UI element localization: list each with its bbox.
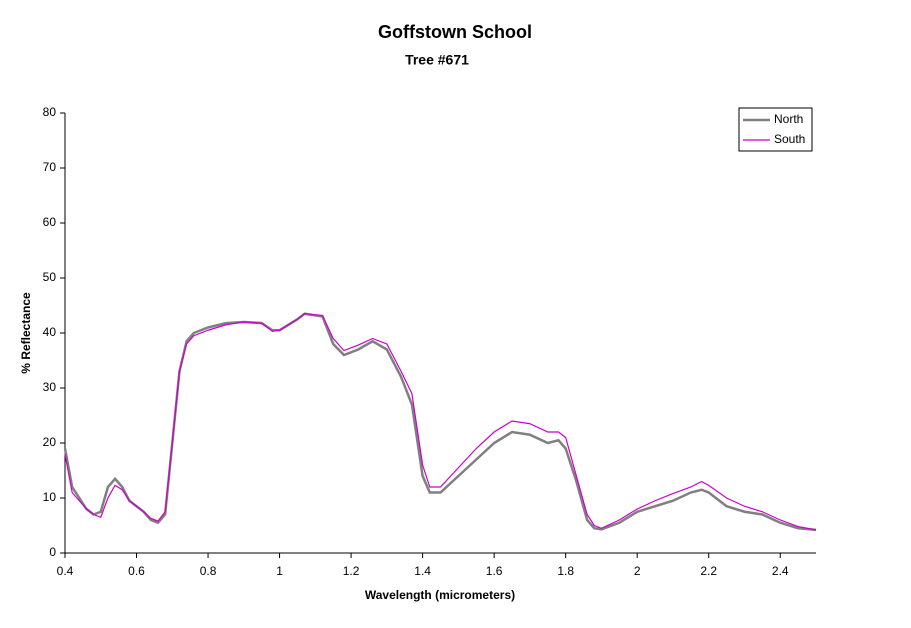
series-line	[63, 312, 817, 532]
x-tick-label: 2	[634, 564, 641, 578]
chart-title: Goffstown School	[378, 22, 532, 42]
y-tick-label: 0	[49, 545, 56, 559]
chart-subtitle: Tree #671	[405, 52, 469, 68]
legend-label: North	[774, 112, 803, 126]
y-tick-label: 20	[43, 435, 57, 449]
y-tick-label: 70	[43, 160, 57, 174]
x-tick-label: 0.4	[57, 564, 74, 578]
x-tick-label: 2.4	[772, 564, 789, 578]
x-tick-label: 1	[276, 564, 283, 578]
y-tick-label: 30	[43, 380, 57, 394]
y-axis-label: % Reflectance	[19, 292, 33, 374]
x-tick-label: 1.2	[343, 564, 360, 578]
x-tick-label: 0.8	[200, 564, 217, 578]
y-tick-label: 80	[43, 105, 57, 119]
series-line	[64, 313, 817, 531]
y-tick-label: 10	[43, 490, 57, 504]
x-tick-label: 1.6	[486, 564, 503, 578]
y-tick-label: 40	[43, 325, 57, 339]
legend-label: South	[774, 132, 805, 146]
y-tick-label: 50	[43, 270, 57, 284]
x-tick-label: 1.8	[557, 564, 574, 578]
legend-box	[738, 107, 813, 152]
y-tick-label: 60	[43, 215, 57, 229]
x-tick-label: 0.6	[128, 564, 145, 578]
x-axis-label: Wavelength (micrometers)	[365, 588, 515, 602]
x-tick-label: 1.4	[414, 564, 431, 578]
x-tick-label: 2.2	[700, 564, 717, 578]
